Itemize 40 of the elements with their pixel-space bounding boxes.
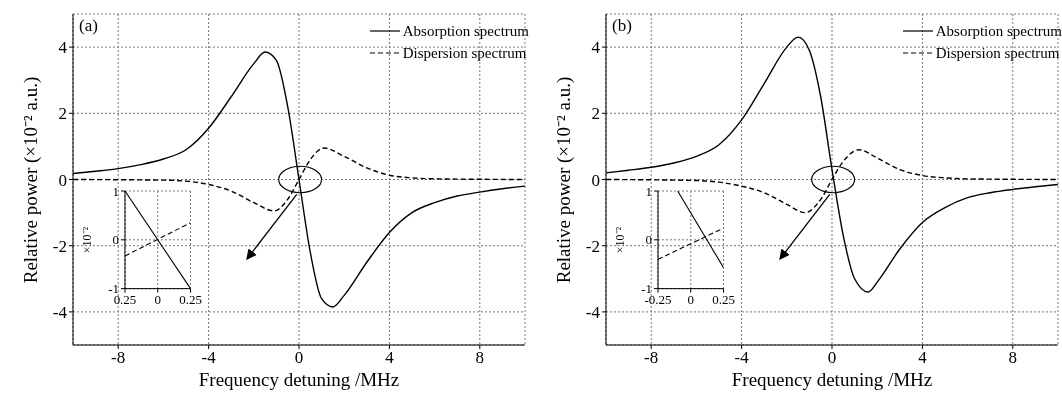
y-axis-title: ×10⁻² xyxy=(79,226,94,254)
y-tick-label: -2 xyxy=(585,236,600,256)
x-tick-label: -8 xyxy=(644,348,659,368)
x-axis-title: Frequency detuning /MHz xyxy=(730,369,934,391)
y-tick-label: 0 xyxy=(645,232,652,248)
x-tick-label: 0.25 xyxy=(712,291,735,307)
y-tick-label: -1 xyxy=(108,281,119,297)
x-tick-label: -8 xyxy=(111,348,126,368)
x-tick-label: 0 xyxy=(294,348,304,368)
y-tick-label: 1 xyxy=(112,183,119,199)
x-tick-label: 0 xyxy=(687,291,694,307)
x-tick-label: -4 xyxy=(734,348,750,368)
x-tick-label: 0 xyxy=(827,348,837,368)
y-tick-label: 0 xyxy=(58,170,67,190)
y-tick-label: 0 xyxy=(591,170,600,190)
x-tick-label: 8 xyxy=(1008,348,1018,368)
y-tick-label: 2 xyxy=(591,104,600,124)
legend-label: Dispersion spectrum xyxy=(402,44,527,62)
x-tick-label: 4 xyxy=(918,348,928,368)
y-tick-label: 4 xyxy=(58,38,68,58)
y-tick-label: 2 xyxy=(58,104,67,124)
y-axis-title: ×10⁻² xyxy=(612,226,627,254)
y-tick-label: 4 xyxy=(591,38,601,58)
legend-label: Dispersion spectrum xyxy=(935,44,1060,62)
y-tick-label: -2 xyxy=(52,236,67,256)
annotation: (a) xyxy=(79,16,98,36)
x-axis-title: Frequency detuning /MHz xyxy=(197,369,401,391)
y-axis-title: Relative power (×10⁻² a.u.) xyxy=(19,76,41,283)
y-axis-title: Relative power (×10⁻² a.u.) xyxy=(552,76,574,283)
legend-label: Absorption spectrum xyxy=(402,22,529,40)
y-tick-label: 0 xyxy=(112,232,119,248)
y-tick-label: 1 xyxy=(645,183,652,199)
annotation: (b) xyxy=(612,16,632,36)
legend-label: Absorption spectrum xyxy=(935,22,1062,40)
x-tick-label: 4 xyxy=(385,348,395,368)
y-tick-label: -1 xyxy=(641,281,652,297)
x-tick-label: 8 xyxy=(475,348,485,368)
x-tick-label: -4 xyxy=(201,348,217,368)
x-tick-label: 0 xyxy=(154,291,161,307)
x-tick-label: 0.25 xyxy=(179,291,202,307)
